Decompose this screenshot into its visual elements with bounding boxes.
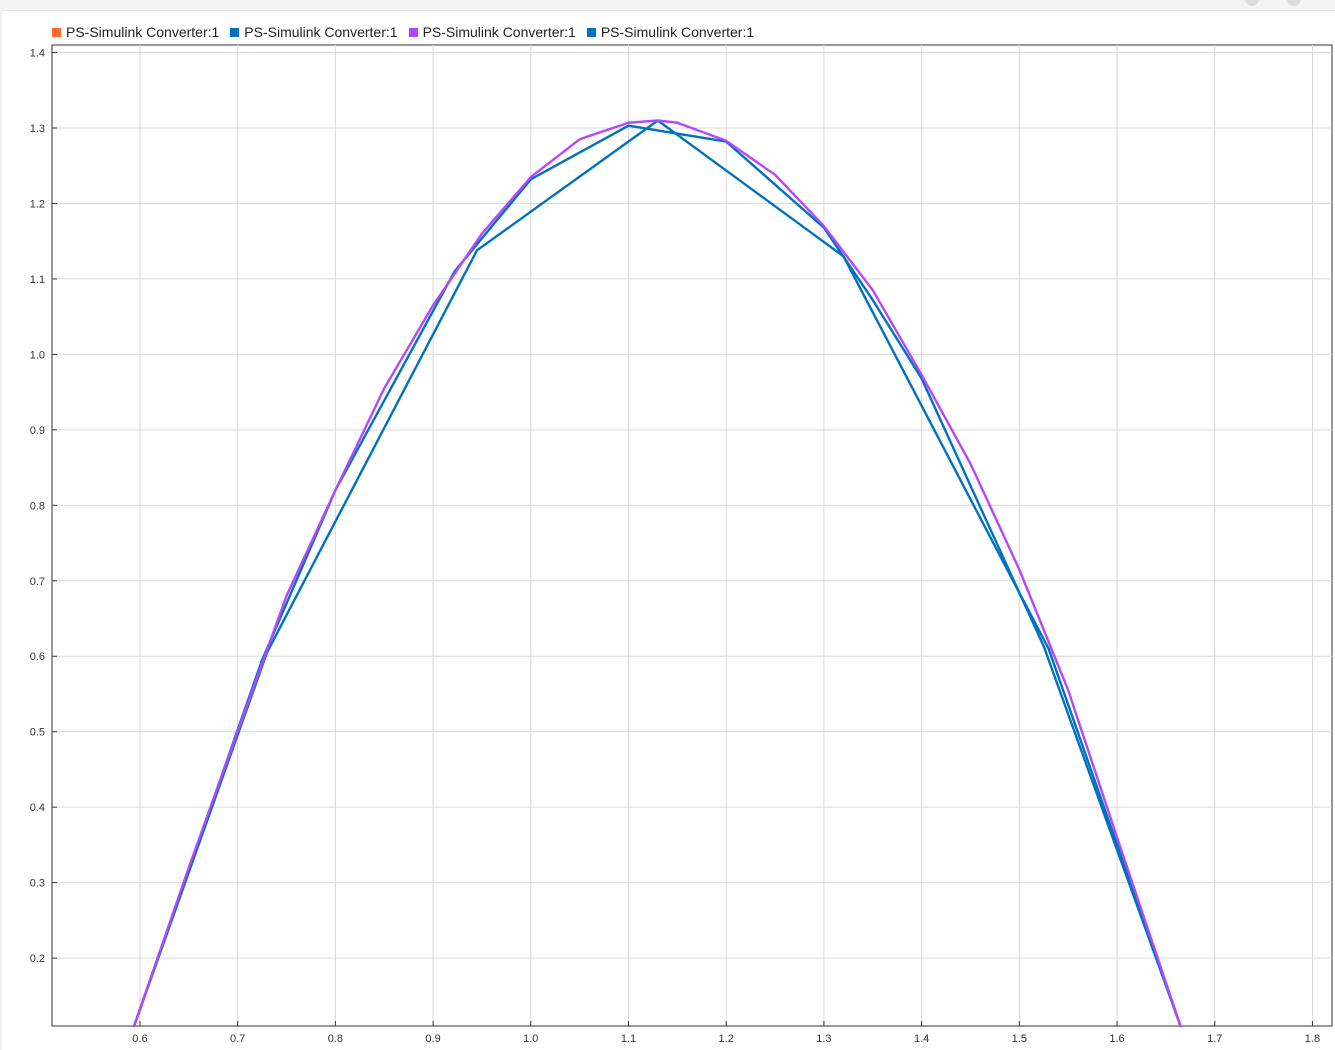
tick-marks [52,52,1313,1026]
y-tick-label-6: 0.8 [30,500,45,512]
legend: PS-Simulink Converter:1 PS-Simulink Conv… [52,22,765,42]
legend-swatch-3 [408,27,418,37]
y-tick-label-0: 0.2 [30,953,45,965]
y-tick-label-2: 0.4 [30,802,45,814]
legend-swatch-4 [586,27,596,37]
x-tick-label-11: 1.7 [1207,1033,1222,1045]
legend-swatch-2 [230,27,240,37]
x-tick-label-3: 0.9 [425,1033,440,1045]
x-tick-label-9: 1.5 [1012,1033,1027,1045]
x-tick-label-10: 1.6 [1109,1033,1124,1045]
y-tick-label-5: 0.7 [30,576,45,588]
y-tick-label-10: 1.2 [30,198,45,210]
y-tick-label-11: 1.3 [30,123,45,135]
x-tick-labels: 0.6 0.7 0.8 0.9 1.0 1.1 1.2 1.3 1.4 1.5 1.6 1.7 1.8 [132,1033,1320,1045]
x-tick-label-7: 1.3 [816,1033,831,1045]
axes-box [51,44,1333,1027]
x-tick-label-1: 0.7 [230,1033,245,1045]
y-tick-label-3: 0.5 [30,727,45,739]
x-tick-label-6: 1.2 [719,1033,734,1045]
x-tick-label-2: 0.8 [328,1033,343,1045]
legend-label-4: PS-Simulink Converter:1 [600,24,755,40]
series-line-3 [132,119,1182,1028]
left-panel-edge [0,10,2,1050]
grid-lines [52,45,1332,1026]
y-tick-label-7: 0.9 [30,425,45,437]
toolbar-help-icon[interactable] [1287,0,1301,6]
legend-item-series-2[interactable]: PS-Simulink Converter:1 [230,24,398,40]
y-tick-label-9: 1.1 [30,274,45,286]
y-tick-labels: 0.2 0.3 0.4 0.5 0.6 0.7 0.8 0.9 1.0 1.1 1.2 1.3 1.4 [30,48,45,966]
legend-item-series-3[interactable]: PS-Simulink Converter:1 [408,24,576,40]
legend-label-3: PS-Simulink Converter:1 [422,24,576,40]
series-line-2 [132,124,1182,1028]
y-tick-label-12: 1.4 [30,48,45,60]
y-tick-label-4: 0.6 [30,651,45,663]
x-tick-label-0: 0.6 [132,1033,147,1045]
series-line-4 [132,119,1182,1028]
series-lines [132,119,1182,1028]
legend-label-1: PS-Simulink Converter:1 [66,24,220,40]
legend-label-2: PS-Simulink Converter:1 [244,24,398,40]
x-tick-label-12: 1.8 [1305,1033,1320,1045]
x-tick-label-5: 1.1 [621,1033,636,1045]
legend-swatch-1 [52,27,61,37]
legend-item-series-1[interactable]: PS-Simulink Converter:1 [52,24,219,40]
x-tick-label-8: 1.4 [914,1033,929,1045]
legend-item-series-4[interactable]: PS-Simulink Converter:1 [586,24,755,40]
window-top-strip [0,0,1335,11]
x-tick-label-4: 1.0 [523,1033,538,1045]
y-tick-label-1: 0.3 [30,878,45,890]
toolbar-circle-icon[interactable] [1245,0,1259,6]
y-tick-label-8: 1.0 [30,349,45,361]
